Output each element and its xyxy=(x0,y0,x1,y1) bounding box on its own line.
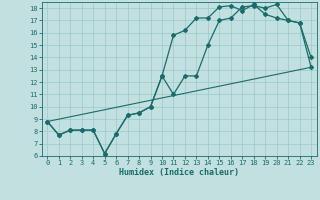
X-axis label: Humidex (Indice chaleur): Humidex (Indice chaleur) xyxy=(119,168,239,177)
